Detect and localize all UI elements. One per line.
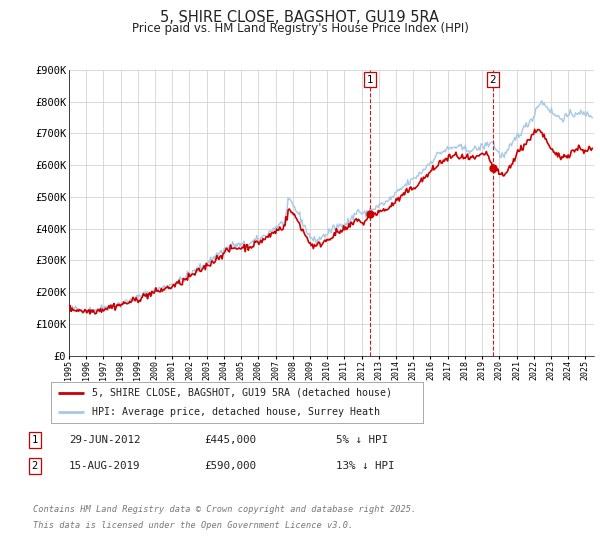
- Text: Contains HM Land Registry data © Crown copyright and database right 2025.: Contains HM Land Registry data © Crown c…: [33, 505, 416, 514]
- Text: 15-AUG-2019: 15-AUG-2019: [69, 461, 140, 471]
- Text: 29-JUN-2012: 29-JUN-2012: [69, 435, 140, 445]
- Text: 2: 2: [32, 461, 38, 471]
- Text: 1: 1: [32, 435, 38, 445]
- Text: This data is licensed under the Open Government Licence v3.0.: This data is licensed under the Open Gov…: [33, 521, 353, 530]
- Text: 13% ↓ HPI: 13% ↓ HPI: [336, 461, 395, 471]
- Text: 5, SHIRE CLOSE, BAGSHOT, GU19 5RA (detached house): 5, SHIRE CLOSE, BAGSHOT, GU19 5RA (detac…: [92, 388, 392, 398]
- Text: HPI: Average price, detached house, Surrey Heath: HPI: Average price, detached house, Surr…: [92, 407, 380, 417]
- Text: Price paid vs. HM Land Registry's House Price Index (HPI): Price paid vs. HM Land Registry's House …: [131, 22, 469, 35]
- Text: 5% ↓ HPI: 5% ↓ HPI: [336, 435, 388, 445]
- Text: 2: 2: [490, 74, 496, 85]
- Text: 1: 1: [367, 74, 373, 85]
- Text: £445,000: £445,000: [204, 435, 256, 445]
- Text: £590,000: £590,000: [204, 461, 256, 471]
- Text: 5, SHIRE CLOSE, BAGSHOT, GU19 5RA: 5, SHIRE CLOSE, BAGSHOT, GU19 5RA: [161, 10, 439, 25]
